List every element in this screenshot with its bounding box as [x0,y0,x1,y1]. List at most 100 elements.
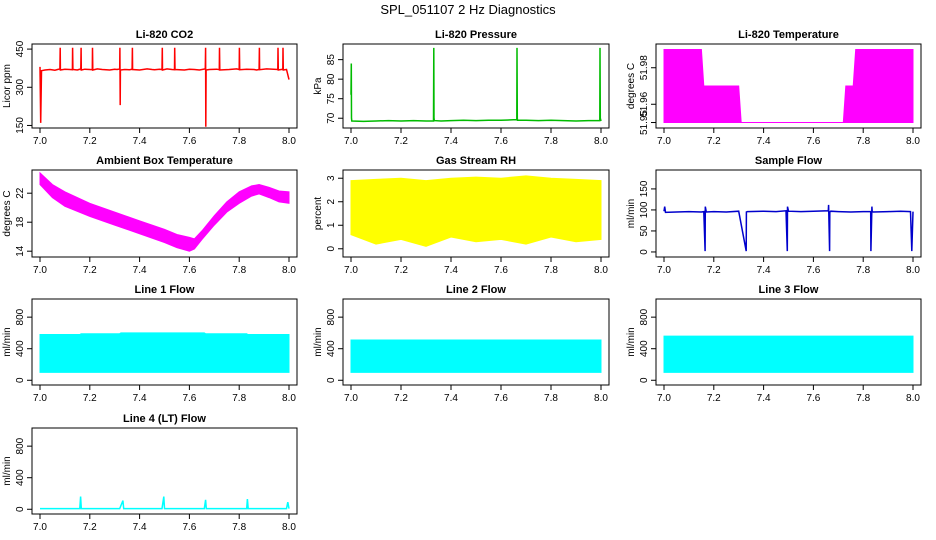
y-tick-label: 0 [639,377,650,383]
x-tick-label: 7.6 [806,136,820,147]
x-tick-label: 8.0 [282,393,296,404]
x-tick-label: 7.2 [83,136,97,147]
x-tick-label: 7.2 [394,393,408,404]
panel-title: Line 2 Flow [446,284,506,296]
panel-4: Ambient Box Temperature degrees C 7.0 7.2 7.… [2,155,298,276]
y-tick-label: 51.98 [639,55,650,80]
y-tick-label: 800 [15,437,26,454]
x-tick-label: 8.0 [594,393,608,404]
x-tick-label: 7.8 [232,136,246,147]
x-tick-label: 7.8 [232,265,246,276]
x-tick-label: 7.8 [232,522,246,533]
x-tick-label: 7.4 [444,393,458,404]
panel-6: Sample Flow ml/min 7.0 7.2 7.4 7.6 7.8 8.0 0 50 10… [626,155,922,276]
y-tick-label: 0 [326,246,337,252]
y-axis-label: ml/min [626,327,637,356]
y-axis-label: percent [313,197,324,231]
panel-title: Li-820 CO2 [136,29,193,41]
x-tick-label: 7.0 [33,265,47,276]
x-tick-label: 7.8 [544,136,558,147]
x-tick-label: 7.4 [757,136,771,147]
x-tick-label: 7.4 [133,136,147,147]
x-tick-label: 7.6 [182,393,196,404]
plot-frame [342,169,610,258]
panel-5: Gas Stream RH percent 7.0 7.2 7.4 7.6 7.8 8.0 0 1… [313,155,610,276]
x-tick-label: 7.8 [856,136,870,147]
y-tick-label: 22 [15,187,26,199]
y-tick-label: 0 [326,377,337,383]
y-tick-label: 0 [15,377,26,383]
plot-frame [655,43,922,129]
x-tick-label: 7.0 [33,522,47,533]
panel-7: Line 1 Flow ml/min 7.0 7.2 7.4 7.6 7.8 8.0 0 400 8… [2,284,298,404]
x-tick-label: 7.0 [657,265,671,276]
x-tick-label: 7.4 [133,265,147,276]
y-tick-label: 800 [639,308,650,325]
plot-frame [655,169,922,258]
x-tick-label: 8.0 [282,522,296,533]
x-tick-label: 7.0 [33,393,47,404]
x-tick-label: 7.0 [344,393,358,404]
y-tick-label: 150 [15,117,26,134]
y-axis-label: Licor ppm [2,64,13,108]
y-tick-label: 14 [15,245,26,257]
figure-title: SPL_051107 2 Hz Diagnostics [380,2,556,17]
series-line [40,496,290,510]
y-axis-label: degrees C [626,63,637,109]
x-tick-label: 7.6 [806,265,820,276]
y-tick-label: 18 [15,216,26,228]
plot-frame [342,298,610,386]
y-tick-label: 80 [326,73,337,85]
x-tick-label: 7.6 [494,136,508,147]
x-tick-label: 7.4 [444,136,458,147]
x-tick-label: 7.2 [83,265,97,276]
x-tick-label: 7.8 [232,393,246,404]
series-band [39,332,290,373]
plot-frame [31,427,298,515]
x-tick-label: 7.0 [657,136,671,147]
x-tick-label: 7.6 [494,265,508,276]
y-axis-label: ml/min [2,456,13,485]
y-axis-label: ml/min [313,327,324,356]
x-tick-label: 8.0 [906,265,920,276]
y-tick-label: 0 [639,249,650,255]
x-tick-label: 7.2 [707,265,721,276]
series-band [663,335,914,373]
panel-title: Ambient Box Temperature [96,155,233,167]
y-tick-label: 2 [326,199,337,205]
x-tick-label: 7.0 [657,393,671,404]
x-tick-label: 7.6 [182,265,196,276]
y-axis-label: kPa [313,77,324,95]
y-tick-label: 150 [639,180,650,197]
panel-title: Line 3 Flow [759,284,819,296]
panel-title: Gas Stream RH [436,155,516,167]
series-band [350,339,602,373]
series-line [39,47,290,127]
x-tick-label: 7.2 [83,522,97,533]
x-tick-label: 8.0 [594,136,608,147]
y-tick-label: 400 [15,469,26,486]
y-tick-label: 51.96 [639,91,650,116]
x-tick-label: 7.2 [83,393,97,404]
panel-10: Line 4 (LT) Flow ml/min 7.0 7.2 7.4 7.6 7.8 8.0… [2,413,298,533]
x-tick-label: 7.8 [856,265,870,276]
x-tick-label: 7.4 [133,393,147,404]
x-tick-label: 7.8 [856,393,870,404]
series-line [663,204,914,252]
x-tick-label: 8.0 [594,265,608,276]
x-tick-label: 7.6 [806,393,820,404]
x-tick-label: 7.2 [707,393,721,404]
x-tick-label: 7.4 [757,265,771,276]
y-tick-label: 300 [15,78,26,95]
panel-8: Line 2 Flow ml/min 7.0 7.2 7.4 7.6 7.8 8.0 0 400 8… [313,284,610,404]
y-axis-label: ml/min [2,327,13,356]
panel-3: Li-820 Temperature degrees C 7.0 7.2 7.4 7.6 7… [626,29,922,147]
x-tick-label: 7.6 [494,393,508,404]
x-tick-label: 7.8 [544,265,558,276]
x-tick-label: 7.4 [757,393,771,404]
y-tick-label: 800 [15,308,26,325]
y-tick-label: 1 [326,222,337,228]
plot-frame [31,43,298,129]
panel-9: Line 3 Flow ml/min 7.0 7.2 7.4 7.6 7.8 8.0 0 400 8… [626,284,922,404]
